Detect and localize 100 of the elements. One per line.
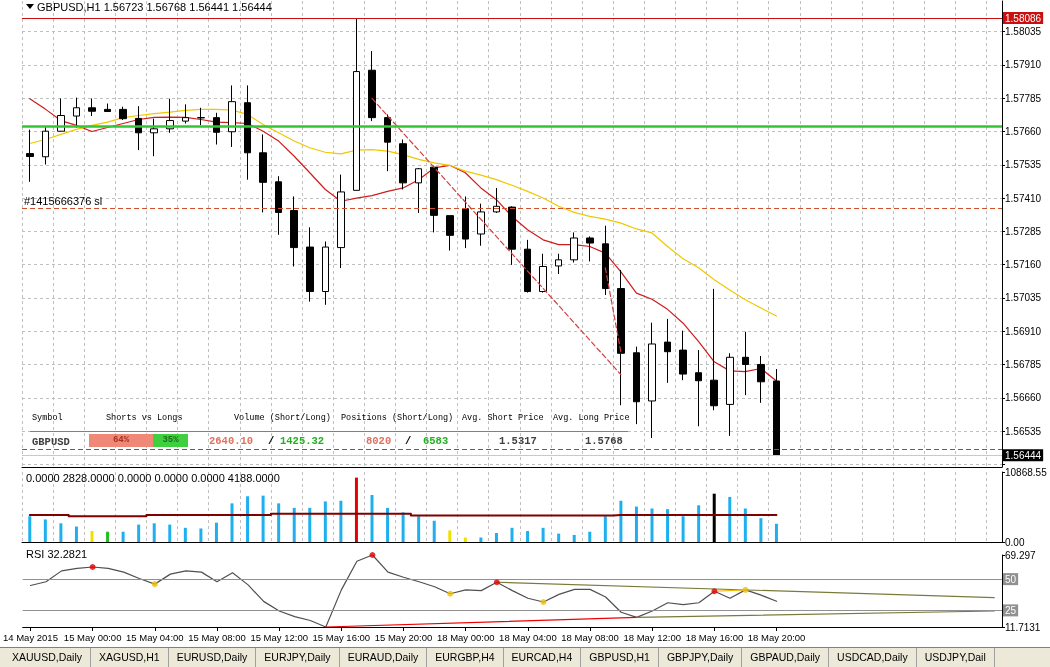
bar	[417, 516, 421, 542]
bar	[339, 500, 343, 542]
annotation: 1.5768	[585, 435, 623, 448]
candlestick	[679, 330, 687, 381]
candlestick	[322, 240, 329, 306]
ratio-meter: 64% 35%	[89, 434, 188, 447]
bar	[59, 523, 63, 542]
point	[493, 579, 500, 586]
bar	[183, 527, 187, 542]
candlestick	[602, 225, 609, 296]
candlestick	[353, 17, 360, 191]
candlestick	[306, 226, 314, 303]
bar	[432, 520, 436, 542]
tab: EURAUD,Daily	[339, 648, 428, 667]
x-tick-label: 15 May 16:00	[312, 631, 371, 643]
candlestick	[119, 106, 127, 121]
tab: EURGBP,H4	[427, 648, 504, 667]
bar	[743, 508, 747, 542]
bar	[370, 494, 374, 542]
bar	[774, 523, 778, 542]
candlestick	[493, 187, 500, 214]
annotation: 2640.10	[209, 435, 254, 448]
point	[151, 581, 158, 588]
candlestick	[42, 125, 49, 165]
candlestick	[570, 231, 578, 263]
bar	[510, 527, 514, 542]
ref-line-label: 25	[1005, 604, 1017, 616]
x-tick-label: 18 May 12:00	[623, 631, 682, 643]
candlestick	[259, 133, 267, 213]
candlestick	[648, 322, 656, 439]
annotation: 1.5317	[499, 435, 537, 448]
ref-line-label: #1415666376 sl	[24, 195, 103, 208]
annotation: /	[405, 435, 412, 448]
candlestick	[757, 355, 765, 404]
bar	[106, 531, 110, 542]
candlestick	[446, 215, 454, 252]
annotation: Positions (Short/Long)	[341, 413, 454, 424]
tab: USDJPY,Dail	[916, 648, 995, 667]
tab: GBPUSD,H1	[581, 648, 659, 667]
y-tick-label: 69.297	[1005, 549, 1037, 561]
annotation: Avg. Short Price	[462, 413, 544, 424]
bar	[152, 523, 156, 542]
candlestick	[617, 269, 625, 406]
bar	[666, 509, 670, 542]
ref-line-label: 1.58086	[1005, 12, 1042, 24]
x-tick-label: 15 May 08:00	[188, 631, 246, 643]
candlestick	[586, 235, 594, 262]
x-tick-label: 15 May 20:00	[374, 631, 433, 643]
x-tick-label: 18 May 16:00	[685, 631, 744, 643]
bar	[541, 527, 545, 542]
y-tick-label: 1.58035	[1005, 26, 1042, 38]
x-tick-label: 15 May 04:00	[126, 631, 184, 643]
y-tick-label: 11.7131	[1005, 621, 1041, 633]
point	[540, 599, 547, 606]
y-tick-label: 1.57285	[1005, 225, 1042, 237]
candlestick	[228, 84, 236, 148]
candlestick	[742, 331, 749, 396]
candlestick	[430, 165, 438, 233]
y-tick-label: 1.56660	[1005, 392, 1042, 404]
y-tick-label: 10868.55	[1005, 466, 1048, 478]
point	[711, 588, 718, 595]
annotation: Shorts vs Longs	[106, 413, 183, 424]
x-tick-label: 18 May 08:00	[561, 631, 619, 643]
y-tick-label: 1.57785	[1005, 92, 1042, 104]
candlestick	[524, 239, 531, 294]
annotation: Symbol	[32, 413, 63, 424]
tab: EURCAD,H4	[503, 648, 582, 667]
x-tick-label: 14 May 2015	[2, 631, 58, 643]
bar	[121, 531, 125, 542]
candlestick	[399, 138, 407, 191]
candlestick	[337, 174, 345, 269]
candlestick	[773, 368, 780, 457]
candlestick	[104, 103, 111, 113]
candlestick	[182, 103, 189, 124]
annotation: GBPUSD	[32, 436, 70, 449]
annotation: /	[268, 435, 275, 448]
bar	[557, 533, 561, 542]
y-tick-label: 0.00	[1005, 536, 1025, 548]
bar	[463, 537, 467, 542]
candlestick	[462, 195, 469, 249]
bar	[292, 507, 296, 542]
annotation: 6583	[423, 435, 449, 448]
candlestick	[695, 349, 702, 427]
tab: XAGUSD,H1	[91, 648, 169, 667]
x-tick-label: 18 May 20:00	[747, 631, 806, 643]
bar	[323, 501, 327, 542]
candlestick	[88, 97, 96, 117]
candlestick	[197, 107, 205, 126]
x-tick-label: 15 May 00:00	[63, 631, 122, 643]
bar	[494, 532, 498, 542]
bar	[137, 524, 141, 542]
bar	[230, 503, 234, 542]
y-tick-label: 1.57410	[1005, 192, 1042, 204]
tab: XAUUSD,Daily	[4, 648, 91, 667]
bar	[448, 530, 452, 542]
bar	[277, 503, 281, 542]
candlestick	[508, 205, 516, 266]
tab: EURUSD,Daily	[168, 648, 257, 667]
x-tick-label: 15 May 12:00	[250, 631, 308, 643]
bar	[572, 534, 576, 542]
